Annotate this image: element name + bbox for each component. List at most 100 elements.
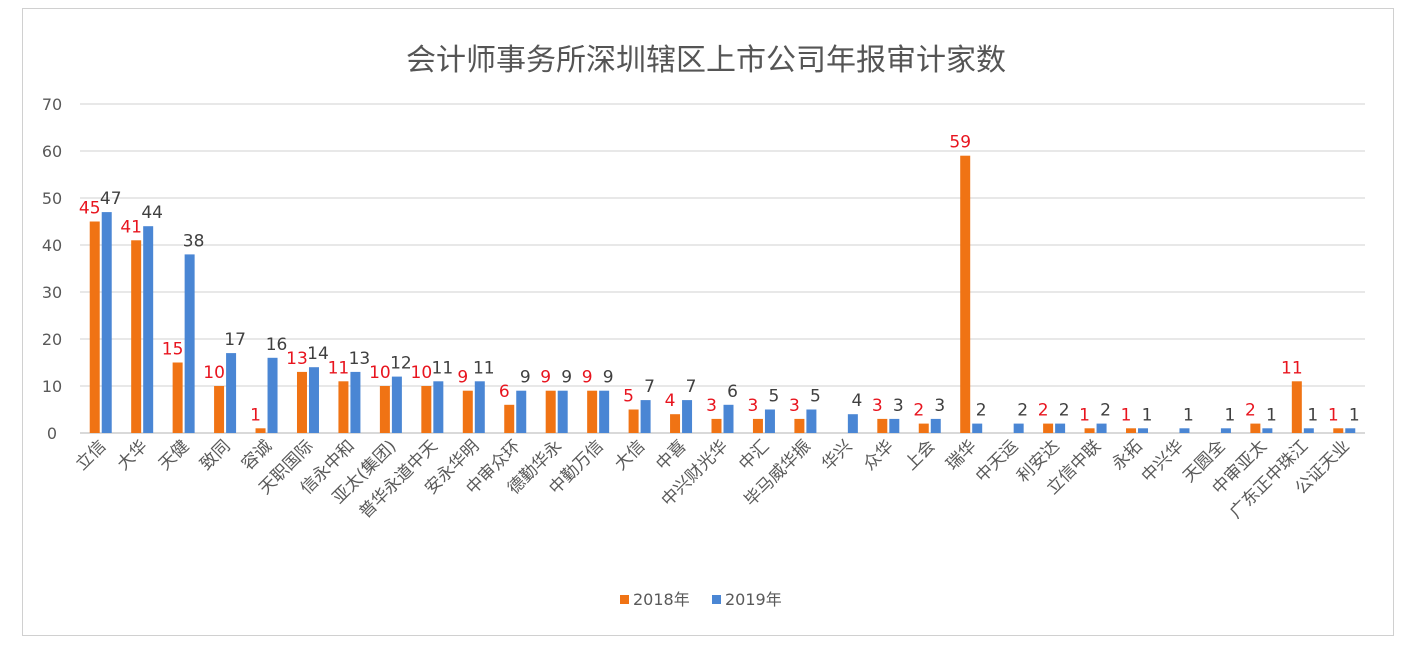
bar-2018年 [89, 221, 100, 433]
data-label: 9 [582, 368, 593, 388]
data-label: 1 [1225, 405, 1236, 425]
bar-2019年 [184, 254, 195, 433]
bar-2019年 [1096, 423, 1107, 433]
bar-2019年 [764, 409, 775, 433]
bar-2019年 [1303, 428, 1314, 433]
x-tick-label: 华兴 [818, 436, 856, 474]
bar-2018年 [338, 381, 349, 433]
bar-2019年 [308, 367, 319, 433]
bar-2019年 [889, 418, 900, 433]
data-label: 11 [432, 358, 454, 378]
x-tick-label: 上会 [901, 436, 939, 474]
y-tick-label: 20 [42, 330, 62, 349]
data-label: 3 [934, 396, 945, 416]
bar-2018年 [877, 418, 888, 433]
x-tick-label: 致同 [196, 436, 234, 474]
data-label: 2 [1059, 401, 1070, 421]
data-label: 3 [893, 396, 904, 416]
data-label: 1 [1266, 405, 1277, 425]
data-label: 1 [1328, 405, 1339, 425]
bar-2018年 [1291, 381, 1302, 433]
bar-2018年 [960, 155, 971, 433]
bar-2019年 [557, 390, 568, 433]
data-label: 12 [390, 354, 412, 374]
bar-2018年 [172, 362, 183, 433]
x-tick-label: 立信 [72, 436, 110, 474]
bar-2018年 [421, 386, 432, 433]
data-label: 38 [183, 231, 205, 251]
data-label: 4 [665, 391, 676, 411]
bar-2018年 [131, 240, 142, 433]
data-label: 16 [266, 335, 288, 355]
bar-2018年 [1126, 428, 1137, 433]
bar-2018年 [214, 386, 225, 433]
data-label: 7 [644, 377, 655, 397]
bar-2018年 [462, 390, 473, 433]
data-label: 44 [141, 203, 163, 223]
bar-2018年 [918, 423, 929, 433]
legend-label: 2019年 [725, 590, 782, 609]
data-label: 3 [748, 396, 759, 416]
y-tick-label: 40 [42, 236, 62, 255]
bar-2019年 [1179, 428, 1190, 433]
bar-2019年 [143, 226, 154, 433]
data-label: 4 [851, 391, 862, 411]
chart-title: 会计师事务所深圳辖区上市公司年报审计家数 [406, 43, 1006, 78]
chart-frame [22, 8, 1394, 636]
x-tick-label: 中兴华 [1138, 436, 1188, 486]
y-tick-label: 10 [42, 377, 62, 396]
data-label: 6 [499, 382, 510, 402]
bar-2018年 [1084, 428, 1095, 433]
bar-2019年 [101, 212, 112, 433]
bar-2019年 [226, 353, 237, 433]
bar-2018年 [1043, 423, 1054, 433]
data-label: 2 [913, 401, 924, 421]
data-label: 3 [706, 396, 717, 416]
bar-2019年 [1055, 423, 1066, 433]
legend-swatch [712, 595, 721, 604]
legend: 2018年 2019年 [620, 590, 782, 609]
data-label: 5 [623, 387, 634, 407]
legend-label: 2018年 [633, 590, 690, 609]
data-label: 9 [457, 368, 468, 388]
y-tick-label: 0 [47, 424, 57, 443]
bar-2019年 [1013, 423, 1024, 433]
data-label: 1 [1349, 405, 1360, 425]
bar-2018年 [379, 386, 390, 433]
bar-2019年 [847, 414, 858, 433]
bars [89, 155, 1356, 433]
y-tick-label: 60 [42, 142, 62, 161]
data-label: 5 [769, 387, 780, 407]
data-label: 2 [1100, 401, 1111, 421]
data-label: 1 [1142, 405, 1153, 425]
data-label: 9 [603, 368, 614, 388]
bar-2019年 [806, 409, 817, 433]
data-label: 1 [1307, 405, 1318, 425]
data-label: 5 [810, 387, 821, 407]
bar-2019年 [350, 371, 361, 433]
data-label: 2 [1017, 401, 1028, 421]
bar-2019年 [1262, 428, 1273, 433]
bar-2019年 [433, 381, 444, 433]
bar-2019年 [1345, 428, 1356, 433]
data-label: 7 [686, 377, 697, 397]
bar-2018年 [628, 409, 639, 433]
bar-2019年 [1220, 428, 1231, 433]
data-label: 3 [789, 396, 800, 416]
data-label: 1 [1079, 405, 1090, 425]
bar-2019年 [640, 400, 651, 433]
bar-2019年 [391, 376, 402, 433]
data-label: 13 [349, 349, 371, 369]
x-tick-label: 中天运 [972, 436, 1022, 486]
data-label: 41 [120, 217, 142, 237]
x-tick-label: 大信 [611, 436, 649, 474]
data-label: 9 [520, 368, 531, 388]
data-label: 14 [307, 344, 329, 364]
data-label: 9 [561, 368, 572, 388]
y-tick-label: 30 [42, 283, 62, 302]
data-label: 45 [79, 199, 101, 219]
data-label: 10 [411, 363, 433, 383]
